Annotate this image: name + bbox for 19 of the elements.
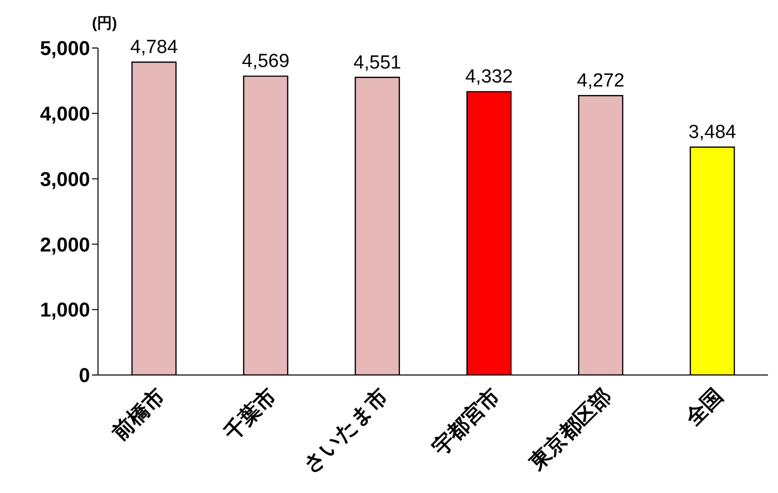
y-tick-label: 1,000 bbox=[40, 300, 90, 322]
data-label: 4,332 bbox=[465, 66, 513, 88]
y-tick-label: 5,000 bbox=[40, 38, 90, 60]
x-tick-label: 全国 bbox=[680, 384, 728, 431]
data-label: 4,272 bbox=[576, 70, 624, 92]
y-tick-label: 4,000 bbox=[40, 104, 90, 126]
y-axis-title: (円) bbox=[92, 14, 117, 33]
x-tick-label: 前橋市 bbox=[107, 383, 170, 446]
x-tick-label: 東京都区部 bbox=[524, 383, 616, 476]
x-tick-label: 千葉市 bbox=[218, 383, 281, 446]
data-label: 3,484 bbox=[688, 122, 737, 144]
data-label: 4,784 bbox=[130, 37, 178, 58]
y-tick-label: 3,000 bbox=[40, 168, 90, 191]
x-tick-label: 宇都宮市 bbox=[428, 383, 504, 460]
y-tick-label: 0 bbox=[78, 365, 90, 388]
x-tick-label: さいたま市 bbox=[298, 383, 393, 478]
y-tick-label: 2,000 bbox=[40, 234, 90, 256]
data-label: 4,551 bbox=[354, 52, 402, 74]
data-label: 4,569 bbox=[242, 51, 290, 72]
